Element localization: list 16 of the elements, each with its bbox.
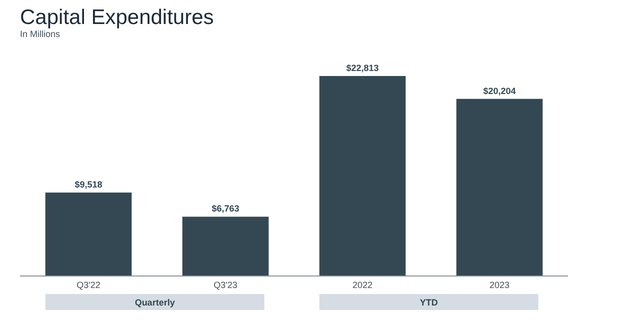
- data-label: $9,518: [74, 180, 102, 190]
- bar: [182, 216, 269, 276]
- x-tick-label: Q3'23: [214, 280, 238, 290]
- data-label: $20,204: [483, 86, 516, 96]
- data-label: $6,763: [212, 204, 240, 214]
- chart-title: Capital Expenditures: [20, 6, 214, 29]
- bar: [319, 76, 406, 276]
- x-tick-label: Q3'22: [76, 280, 100, 290]
- data-label: $22,813: [346, 63, 379, 73]
- chart-subtitle: In Millions: [20, 29, 61, 39]
- bar: [45, 192, 132, 276]
- x-tick-label: 2022: [352, 280, 373, 290]
- text: YTD: [420, 298, 438, 308]
- text: Quarterly: [134, 298, 175, 308]
- bar: [456, 98, 543, 276]
- x-tick-label: 2023: [489, 280, 510, 290]
